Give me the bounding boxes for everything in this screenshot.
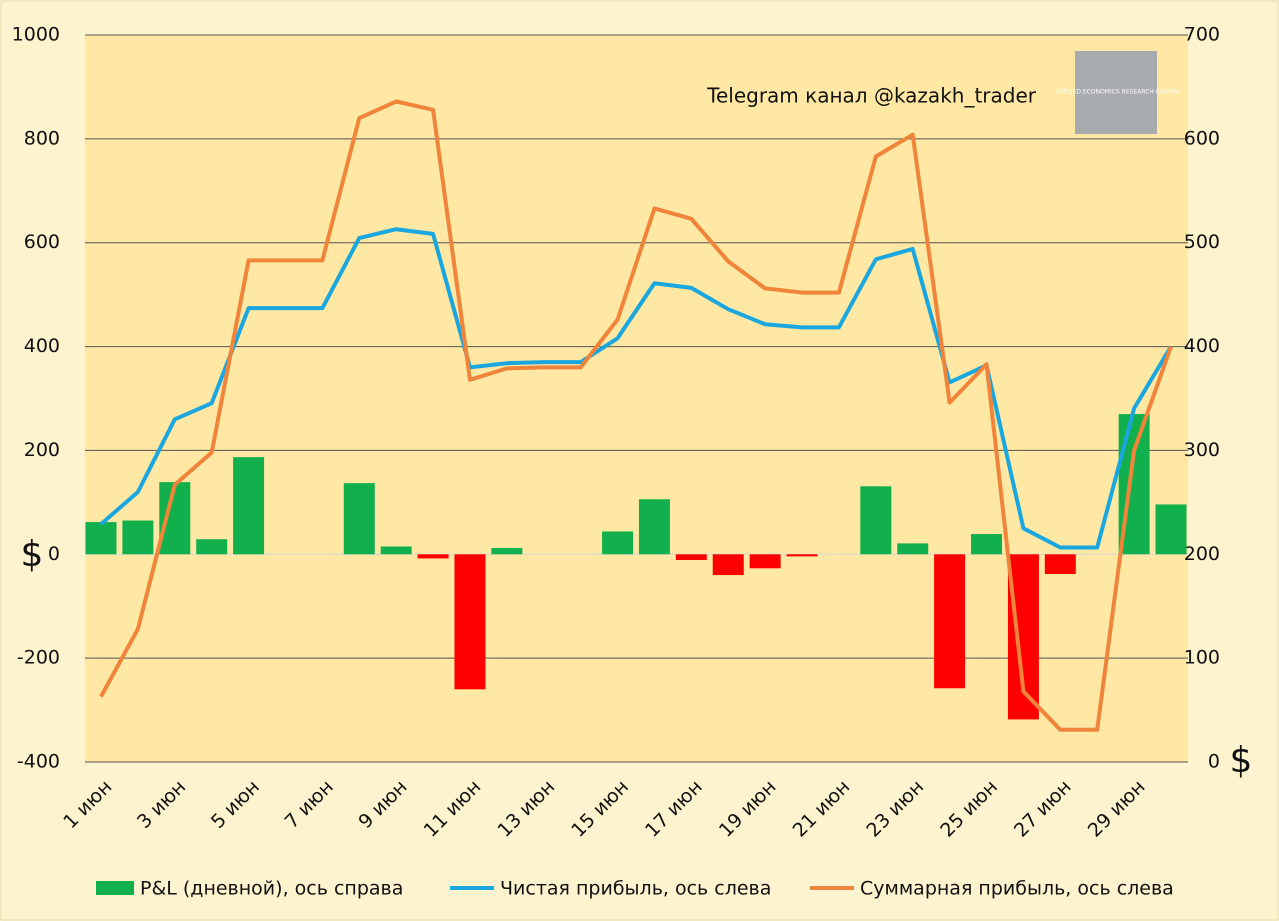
bar bbox=[159, 482, 191, 555]
legend-label: P&L (дневной), ось справа bbox=[140, 878, 403, 900]
bar bbox=[675, 554, 707, 560]
line bbox=[99, 227, 1173, 550]
y2-tick-label: 100 bbox=[1184, 647, 1220, 669]
y-axis-label: $ bbox=[21, 534, 44, 575]
y2-tick-label: 600 bbox=[1184, 127, 1220, 149]
bar bbox=[380, 546, 412, 555]
bar bbox=[638, 499, 670, 555]
bar bbox=[417, 554, 449, 559]
bar bbox=[491, 548, 523, 555]
bar bbox=[971, 534, 1003, 555]
bar bbox=[897, 543, 929, 555]
line bbox=[99, 99, 1173, 732]
bar bbox=[1155, 504, 1187, 555]
logo-text: APPLIED ECONOMICS RESEARCH CENTRE bbox=[1056, 89, 1180, 96]
y2-tick-label: 700 bbox=[1184, 24, 1220, 46]
y-tick-label: -400 bbox=[17, 751, 60, 773]
bar bbox=[454, 554, 486, 690]
legend-label: Суммарная прибыль, ось слева bbox=[860, 878, 1174, 900]
y2-tick-label: 500 bbox=[1184, 231, 1220, 253]
y2-tick-label: 200 bbox=[1184, 543, 1220, 565]
plot-area bbox=[85, 35, 1188, 762]
y-tick-label: 200 bbox=[24, 439, 60, 461]
bar bbox=[1044, 554, 1076, 575]
bar bbox=[860, 486, 892, 555]
bar bbox=[343, 483, 375, 555]
legend-label: Чистая прибыль, ось слева bbox=[500, 878, 771, 900]
bar bbox=[233, 457, 265, 555]
logo bbox=[1075, 51, 1157, 134]
y-tick-label: 1000 bbox=[12, 24, 60, 46]
y2-tick-label: 400 bbox=[1184, 335, 1220, 357]
annotation: Telegram канал @kazakh_trader bbox=[706, 84, 1037, 108]
bar bbox=[749, 554, 781, 569]
y-tick-label: -200 bbox=[17, 647, 60, 669]
legend-swatch bbox=[96, 881, 134, 895]
bar bbox=[85, 522, 117, 555]
y2-axis-label: $ bbox=[1230, 740, 1253, 781]
y2-tick-label: 0 bbox=[1208, 751, 1220, 773]
bar bbox=[712, 554, 744, 576]
y2-tick-label: 300 bbox=[1184, 439, 1220, 461]
bar bbox=[122, 520, 154, 555]
y-tick-label: 400 bbox=[24, 335, 60, 357]
y-tick-label: 600 bbox=[24, 231, 60, 253]
y-tick-label: 0 bbox=[48, 543, 60, 565]
y-tick-label: 800 bbox=[24, 127, 60, 149]
bar bbox=[786, 554, 818, 557]
bar bbox=[602, 531, 634, 555]
bar bbox=[196, 539, 228, 555]
bar bbox=[934, 554, 966, 689]
